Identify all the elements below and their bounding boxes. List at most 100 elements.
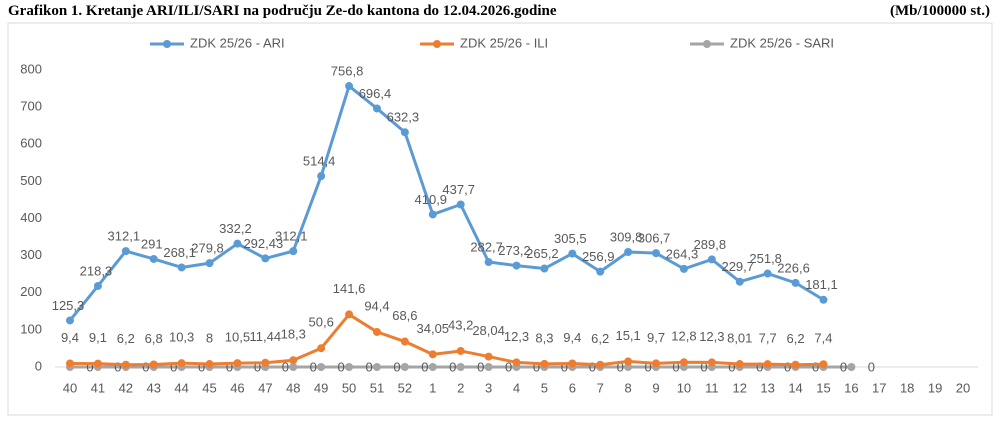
data-label: 0 [700,359,707,374]
data-label: 43,2 [448,317,473,332]
x-tick-label: 18 [900,380,914,395]
data-label: 125,3 [52,298,85,313]
data-label: 437,7 [442,182,475,197]
x-tick-label: 17 [872,380,886,395]
data-label: 34,05 [417,321,450,336]
data-point [66,359,74,368]
data-label: 0 [784,359,791,374]
data-point [791,360,800,369]
data-point [652,359,661,368]
data-label: 514,4 [303,153,336,168]
data-label: 8,3 [535,330,553,345]
data-point [345,82,354,91]
data-point [261,254,270,263]
legend-marker [433,40,441,48]
data-label: 756,8 [331,63,364,78]
x-tick-label: 11 [705,380,719,395]
data-point [484,258,493,267]
data-point [540,264,549,273]
x-tick-label: 1 [429,380,436,395]
y-tick-label: 100 [20,321,42,336]
data-point [205,259,214,268]
data-label: 18,3 [281,327,306,342]
data-point [233,359,242,368]
data-label: 632,3 [387,110,420,125]
x-tick-label: 6 [569,380,576,395]
data-label: 7,4 [814,331,832,346]
series-line [69,312,824,367]
legend-label: ZDK 25/26 - ARI [190,35,285,50]
data-label: 0 [198,359,205,374]
data-point [624,357,633,366]
x-tick-label: 16 [844,380,858,395]
data-point [735,360,744,369]
data-label: 6,2 [787,331,805,346]
data-label: 282,7 [470,239,503,254]
data-label: 0 [756,359,763,374]
data-point [624,247,633,256]
data-point [568,249,577,258]
y-tick-label: 500 [20,173,42,188]
x-tick-label: 41 [91,380,105,395]
data-point [484,363,493,371]
chart-subtitle: (Mb/100000 st.) [890,3,990,19]
x-tick-label: 7 [597,380,604,395]
x-tick-label: 15 [816,380,830,395]
data-point [345,310,354,319]
x-tick-label: 48 [286,380,300,395]
data-label: 0 [645,359,652,374]
data-point [400,363,409,371]
data-point [93,359,102,368]
data-label: 0 [310,359,317,374]
data-point [345,363,354,371]
data-point [763,269,772,278]
legend-label: ZDK 25/26 - ILI [460,35,548,50]
data-label: 11,44 [250,329,282,344]
data-point [233,239,242,248]
data-point [428,210,437,219]
data-point [652,249,661,258]
data-label: 306,7 [638,231,671,246]
data-label: 0 [533,359,540,374]
data-point [819,360,828,369]
data-label: 0 [561,359,568,374]
y-tick-label: 700 [20,99,42,114]
x-tick-label: 5 [541,380,548,395]
x-tick-label: 4 [513,380,520,395]
data-label: 218,3 [80,263,113,278]
chart-border [7,22,993,416]
data-label: 0 [812,359,819,374]
y-tick-label: 400 [20,210,42,225]
chart-title: Grafikon 1. Kretanje ARI/ILI/SARI na pod… [8,3,557,19]
data-label: 0 [449,359,456,374]
data-label: 305,5 [554,231,587,246]
data-point [317,363,326,371]
x-tick-label: 45 [202,380,216,395]
data-point [317,344,326,353]
x-tick-label: 3 [485,380,492,395]
data-label: 0 [86,359,93,374]
data-point [763,360,772,369]
data-point [372,104,381,113]
data-label: 12,8 [671,329,696,344]
data-point [679,358,688,367]
data-label: 0 [365,359,372,374]
data-point [289,247,298,256]
y-tick-label: 0 [35,358,42,373]
y-tick-label: 300 [20,247,42,262]
x-tick-label: 50 [342,380,356,395]
data-label: 0 [505,359,512,374]
data-label: 309,8 [610,229,643,244]
data-point [512,358,521,367]
data-point [540,359,549,368]
data-label: 9,1 [89,330,107,345]
data-point [317,172,326,181]
data-label: 0 [672,359,679,374]
data-label: 7,7 [759,331,777,346]
data-label: 10,3 [169,330,194,345]
data-label: 312,1 [275,229,308,244]
data-label: 0 [477,359,484,374]
data-label: 0 [728,359,735,374]
data-label: 268,1 [163,245,196,260]
